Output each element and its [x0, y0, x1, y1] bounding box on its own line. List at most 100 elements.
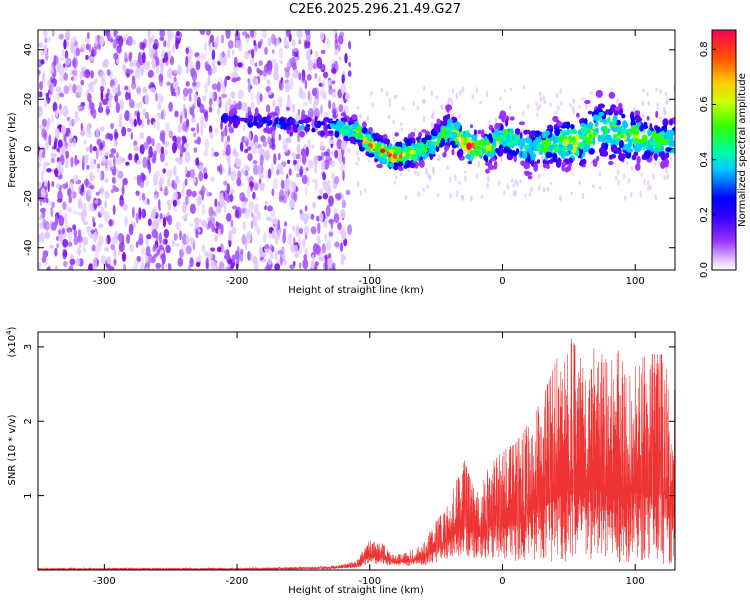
- noise-blob: [48, 244, 55, 249]
- faint-blob: [475, 173, 478, 180]
- signal-blob: [655, 110, 659, 118]
- noise-blob: [59, 92, 64, 98]
- signal-blob: [328, 130, 334, 135]
- noise-blob: [133, 144, 139, 152]
- signal-blob: [588, 148, 595, 155]
- signal-blob: [579, 118, 586, 125]
- signal-blob: [406, 138, 413, 147]
- signal-blob: [342, 129, 350, 135]
- noise-blob: [63, 260, 68, 268]
- noise-blob: [138, 101, 143, 109]
- noise-blob: [326, 37, 330, 48]
- faint-blob: [458, 113, 462, 120]
- signal-blob: [647, 130, 652, 136]
- faint-blob: [471, 93, 475, 100]
- noise-blob: [64, 140, 68, 150]
- noise-blob: [82, 245, 86, 253]
- spectrogram-y-axis: -40 -20 0 20 40: [23, 43, 675, 256]
- noise-blob: [63, 250, 68, 258]
- spectrogram-heatmap: [38, 30, 675, 270]
- noise-blob: [282, 232, 287, 244]
- noise-blob: [292, 103, 296, 113]
- signal-blob: [410, 131, 416, 138]
- signal-blob: [576, 112, 580, 118]
- signal-blob: [379, 148, 386, 153]
- noise-blob: [310, 259, 315, 270]
- signal-blob: [643, 121, 648, 128]
- signal-blob: [595, 127, 599, 133]
- noise-blob: [204, 251, 209, 257]
- noise-blob: [69, 258, 76, 266]
- noise-blob: [184, 178, 188, 186]
- signal-blob: [289, 117, 296, 126]
- noise-blob: [298, 262, 302, 269]
- signal-blob: [368, 127, 373, 133]
- noise-blob: [40, 212, 43, 219]
- noise-blob: [244, 164, 248, 170]
- noise-blob: [293, 69, 299, 79]
- noise-blob: [155, 218, 162, 225]
- noise-blob: [273, 71, 279, 81]
- noise-blob: [213, 210, 216, 217]
- noise-blob: [41, 72, 46, 84]
- signal-blob: [382, 133, 388, 140]
- faint-blob: [589, 91, 592, 95]
- signal-blob: [382, 153, 387, 160]
- signal-blob: [565, 121, 571, 129]
- noise-blob: [191, 70, 198, 82]
- noise-blob: [291, 39, 296, 48]
- noise-blob: [142, 174, 147, 181]
- signal-blob: [470, 134, 477, 140]
- noise-blob: [281, 169, 284, 175]
- noise-blob: [220, 119, 223, 131]
- noise-blob: [207, 75, 211, 87]
- noise-blob: [65, 30, 71, 39]
- noise-blob: [323, 262, 328, 270]
- noise-blob: [227, 49, 231, 59]
- noise-blob: [298, 249, 302, 254]
- noise-blob: [223, 249, 229, 255]
- noise-blob: [341, 138, 347, 151]
- faint-blob: [652, 173, 655, 181]
- noise-blob: [113, 258, 117, 266]
- faint-blob: [559, 88, 562, 95]
- noise-blob: [83, 154, 88, 166]
- noise-blob: [159, 30, 165, 38]
- noise-blob: [68, 241, 73, 247]
- noise-blob: [239, 141, 244, 152]
- noise-blob: [256, 100, 261, 106]
- signal-blob: [388, 143, 393, 151]
- noise-blob: [278, 47, 283, 60]
- noise-blob: [189, 222, 194, 228]
- noise-blob: [225, 75, 231, 81]
- noise-blob: [57, 236, 62, 242]
- noise-blob: [271, 58, 277, 64]
- signal-blob: [267, 120, 272, 126]
- noise-blob: [269, 142, 272, 149]
- noise-blob: [90, 184, 95, 190]
- noise-blob: [337, 228, 344, 234]
- faint-blob: [559, 194, 562, 202]
- signal-blob: [597, 134, 602, 142]
- spectrogram-frame: [37, 29, 676, 271]
- noise-blob: [68, 82, 72, 91]
- noise-blob: [182, 87, 189, 97]
- noise-blob: [129, 61, 134, 67]
- noise-blob: [44, 37, 48, 44]
- noise-blob: [61, 48, 65, 57]
- signal-blob: [337, 120, 345, 127]
- noise-blob: [256, 211, 262, 221]
- noise-blob: [192, 132, 197, 138]
- faint-blob: [475, 86, 479, 94]
- noise-blob: [80, 43, 86, 53]
- noise-blob: [301, 75, 306, 84]
- noise-blob: [61, 144, 66, 155]
- noise-blob: [298, 235, 302, 247]
- noise-blob: [283, 259, 288, 266]
- signal-blob: [465, 154, 472, 160]
- noise-blob: [63, 72, 69, 81]
- noise-blob: [334, 149, 339, 159]
- noise-blob: [242, 124, 246, 131]
- noise-blob: [165, 125, 170, 133]
- noise-blob: [343, 237, 347, 247]
